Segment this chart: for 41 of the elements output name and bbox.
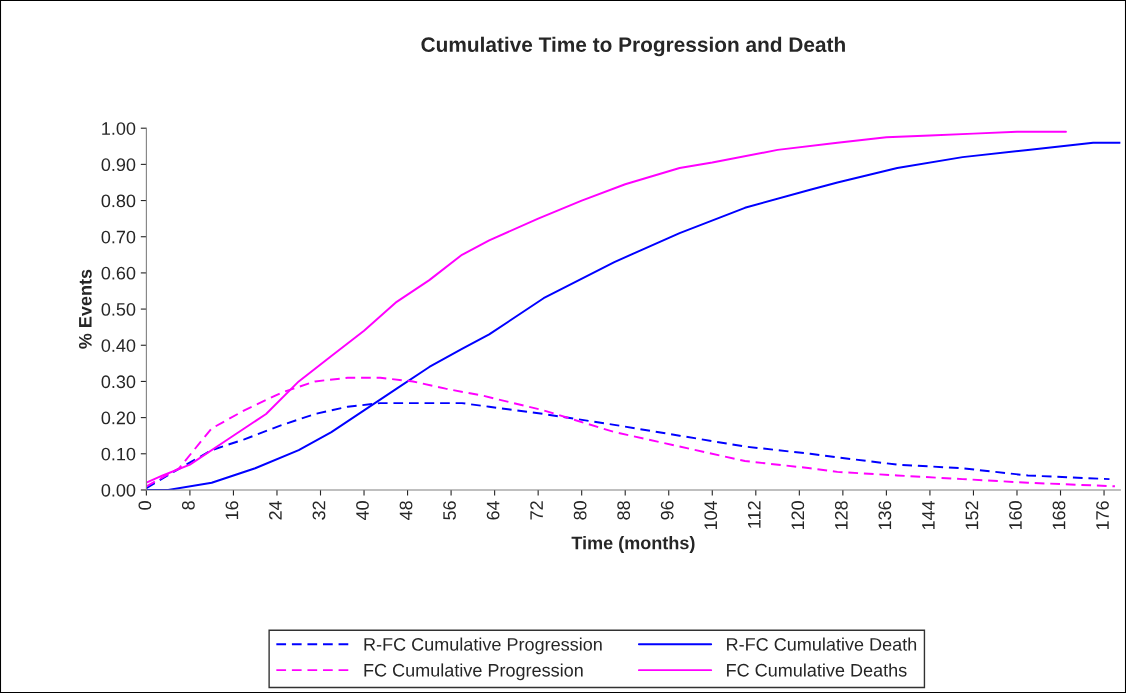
y-tick-label: 0.00	[101, 483, 136, 497]
x-axis-title: Time (months)	[571, 536, 695, 553]
x-tick-label: 104	[704, 500, 718, 530]
x-tick-label: 72	[530, 501, 543, 520]
x-tick-label: 152	[965, 501, 979, 530]
x-tick-label: 40	[356, 501, 369, 521]
y-tick-label: 0.50	[101, 303, 136, 316]
x-tick-label: 176	[1096, 501, 1109, 530]
x-tick-label: 112	[747, 501, 761, 528]
x-tick-label: 56	[443, 501, 456, 520]
x-tick-label: 48	[399, 501, 413, 521]
y-tick-label: 0.10	[101, 447, 136, 461]
x-tick-label: 144	[922, 500, 935, 530]
x-tick-label: 24	[269, 500, 282, 520]
y-tick-label: 0.40	[101, 339, 136, 352]
x-tick-label: 80	[573, 501, 587, 520]
legend-label: FC Cumulative Deaths	[727, 663, 907, 677]
y-axis-title: % Events	[78, 269, 92, 349]
y-tick-label: 0.70	[101, 230, 136, 244]
x-tick-label: 128	[834, 501, 848, 530]
x-tick-label: 168	[1052, 501, 1066, 530]
y-tick-label: 1.00	[102, 122, 136, 135]
x-tick-label: 96	[660, 501, 674, 520]
x-tick-label: 88	[617, 501, 631, 520]
legend-label: R-FC Cumulative Progression	[364, 637, 602, 655]
y-tick-label: 0.60	[101, 266, 136, 280]
y-tick-label: 0.80	[101, 194, 136, 208]
x-tick-label: 160	[1009, 501, 1022, 530]
x-tick-label: 64	[486, 500, 500, 520]
x-tick-label: 136	[878, 501, 892, 530]
x-tick-label: 8	[181, 501, 195, 510]
y-tick-label: 0.30	[101, 375, 136, 389]
x-tick-label: 0	[138, 501, 152, 510]
legend-label: R-FC Cumulative Death	[727, 637, 917, 651]
x-tick-label: 32	[312, 501, 326, 520]
y-tick-label: 0.90	[101, 158, 136, 172]
y-tick-label: 0.20	[101, 411, 136, 425]
x-tick-label: 16	[225, 501, 239, 520]
chart-title: Cumulative Time to Progression and Death	[421, 36, 845, 57]
x-tick-label: 120	[791, 501, 805, 530]
legend-label: FC Cumulative Progression	[364, 663, 583, 681]
